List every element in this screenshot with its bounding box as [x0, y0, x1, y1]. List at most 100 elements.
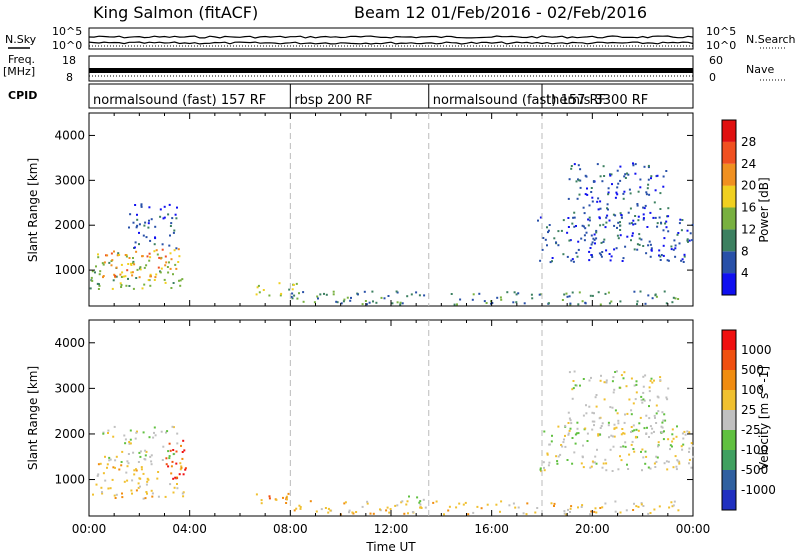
- data-cell: [624, 177, 627, 179]
- data-cell: [542, 461, 545, 464]
- data-cell: [104, 479, 107, 482]
- data-cell: [669, 448, 671, 451]
- data-cell: [648, 405, 650, 408]
- data-cell: [576, 421, 579, 424]
- data-cell: [623, 175, 626, 178]
- nsky-label: N.Sky: [5, 33, 37, 46]
- data-cell: [140, 205, 143, 208]
- data-cell: [684, 433, 687, 436]
- data-cell: [258, 291, 261, 294]
- nave-label: Nave: [746, 63, 774, 76]
- data-cell: [448, 505, 451, 508]
- data-cell: [654, 416, 656, 419]
- data-cell: [130, 489, 133, 492]
- data-cell: [652, 216, 655, 219]
- x-tick-label: 16:00: [474, 522, 509, 536]
- data-cell: [586, 440, 589, 442]
- data-cell: [575, 432, 578, 435]
- data-cell: [581, 504, 584, 507]
- data-cell: [611, 183, 613, 186]
- data-cell: [157, 266, 160, 269]
- data-cell: [167, 213, 170, 216]
- data-cell: [145, 264, 148, 267]
- data-cell: [148, 252, 151, 255]
- data-cell: [109, 458, 112, 461]
- data-cell: [257, 284, 260, 287]
- data-cell: [662, 438, 665, 441]
- data-cell: [633, 502, 635, 505]
- data-cell: [327, 511, 330, 514]
- data-cell: [302, 300, 305, 303]
- freq-tick-bottom: 8: [66, 71, 73, 84]
- data-cell: [674, 455, 677, 458]
- data-cell: [106, 254, 109, 257]
- data-cell: [526, 502, 529, 505]
- data-cell: [642, 505, 645, 507]
- data-cell: [653, 414, 656, 417]
- data-cell: [640, 399, 643, 402]
- data-cell: [676, 425, 678, 428]
- data-cell: [172, 453, 175, 456]
- data-cell: [525, 513, 528, 516]
- data-cell: [108, 459, 111, 462]
- data-cell: [285, 496, 288, 499]
- data-cell: [616, 412, 619, 415]
- data-cell: [604, 226, 607, 229]
- data-cell: [365, 303, 368, 306]
- data-cell: [614, 510, 617, 513]
- y-tick-label: 3000: [54, 381, 85, 395]
- data-cell: [636, 243, 639, 246]
- data-cell: [666, 468, 669, 471]
- data-cell: [625, 509, 628, 512]
- data-cell: [615, 426, 618, 429]
- data-cell: [132, 262, 135, 264]
- data-cell: [571, 258, 574, 261]
- data-cell: [655, 455, 658, 458]
- cpid-segment-label: rbsp 200 RF: [294, 93, 372, 108]
- nsky-trace: [88, 35, 694, 39]
- data-cell: [255, 493, 258, 496]
- data-cell: [617, 237, 620, 240]
- data-cell: [171, 460, 174, 463]
- data-cell: [673, 239, 676, 242]
- nsky-tick-bottom: 10^0: [52, 39, 82, 52]
- data-cell: [628, 398, 631, 401]
- data-cell: [601, 422, 604, 425]
- data-cell: [102, 431, 105, 434]
- data-cell: [161, 243, 164, 246]
- data-cell: [612, 445, 615, 448]
- data-cell: [644, 204, 647, 207]
- data-cell: [548, 461, 551, 464]
- data-cell: [584, 174, 587, 177]
- data-cell: [141, 287, 144, 290]
- data-cell: [675, 465, 678, 468]
- data-cell: [662, 244, 665, 247]
- data-cell: [115, 266, 118, 269]
- data-cell: [129, 213, 132, 216]
- data-cell: [152, 436, 155, 439]
- data-cell: [644, 302, 647, 305]
- data-cell: [672, 248, 675, 251]
- data-cell: [603, 238, 606, 241]
- data-cell: [316, 295, 319, 298]
- data-cell: [293, 294, 296, 297]
- data-cell: [172, 231, 175, 234]
- data-cell: [169, 483, 172, 486]
- data-cell: [168, 457, 171, 460]
- data-cell: [450, 293, 453, 295]
- data-cell: [130, 262, 132, 265]
- data-cell: [154, 225, 157, 228]
- data-cell: [591, 196, 594, 199]
- data-cell: [344, 501, 347, 504]
- data-cell: [636, 203, 639, 205]
- data-cell: [601, 180, 604, 183]
- data-cell: [610, 173, 613, 176]
- data-cell: [126, 269, 129, 272]
- data-cell: [609, 173, 611, 176]
- data-cell: [351, 511, 354, 514]
- data-cell: [691, 444, 694, 447]
- data-cell: [135, 277, 138, 279]
- data-cell: [665, 396, 668, 399]
- data-cell: [173, 486, 176, 489]
- colorbar-swatch: [722, 229, 736, 252]
